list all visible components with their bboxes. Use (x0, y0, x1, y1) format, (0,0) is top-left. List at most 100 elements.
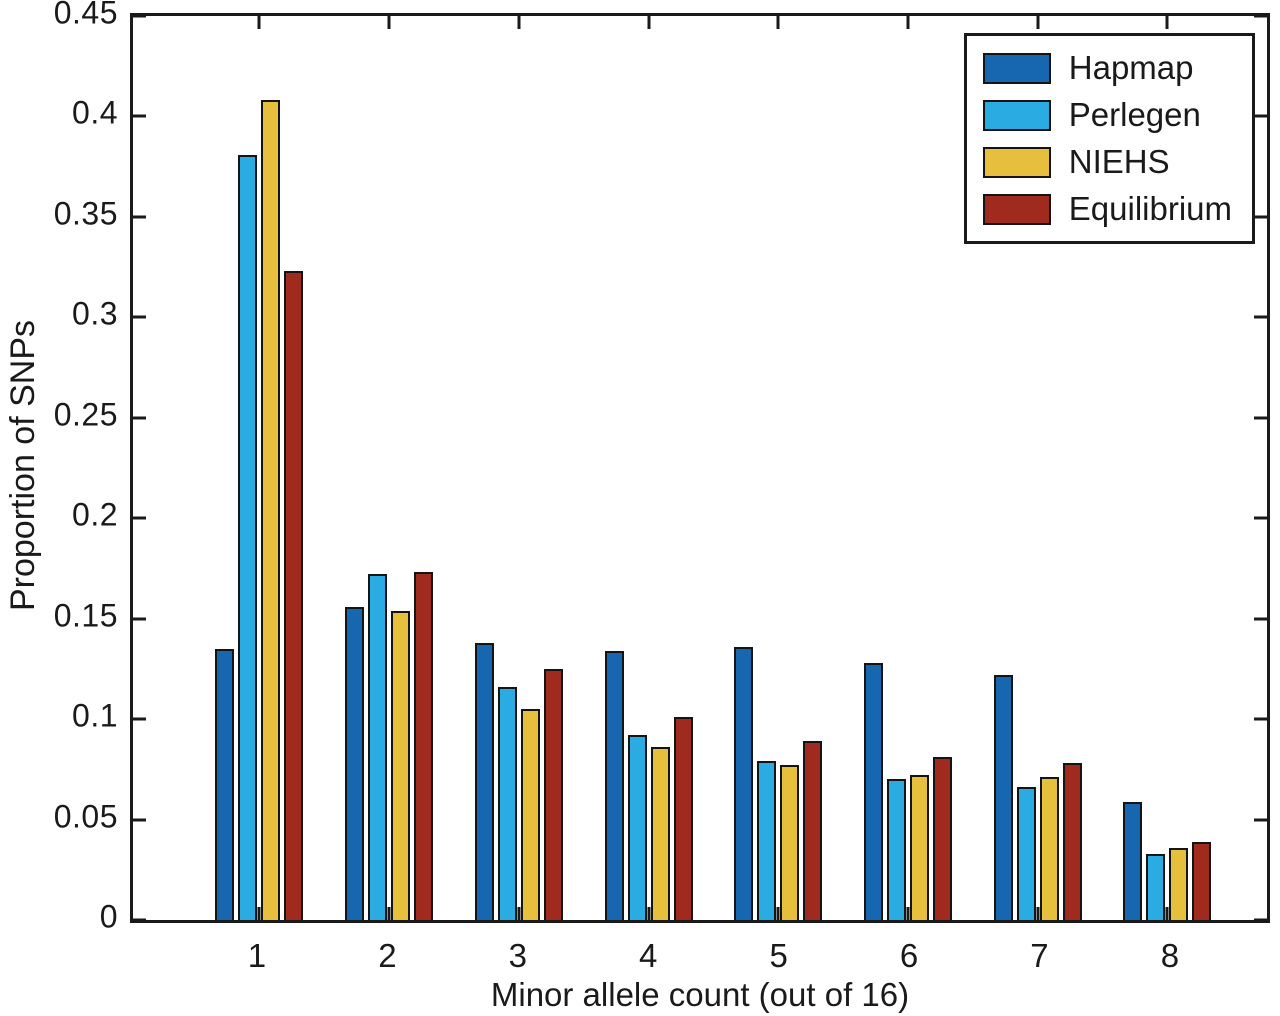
bar-perlegen-count-7 (1016, 787, 1036, 920)
bar-hapmap-count-7 (993, 674, 1013, 920)
bar-perlegen-count-3 (497, 686, 517, 920)
legend-row-hapmap: Hapmap (982, 49, 1232, 87)
x-tick-mark (647, 16, 651, 29)
bar-group-count-3 (474, 16, 563, 920)
bar-niehs-count-6 (909, 775, 929, 920)
x-axis-title: Minor allele count (out of 16) (490, 976, 910, 1013)
y-tick-label: 0.4 (72, 94, 118, 131)
x-tick-label: 6 (899, 937, 919, 974)
bar-niehs-count-7 (1039, 777, 1059, 920)
bar-equilibrium-count-1 (284, 271, 304, 920)
y-tick-mark (133, 617, 146, 621)
bar-equilibrium-count-5 (803, 741, 823, 920)
y-tick-label: 0.1 (72, 697, 118, 734)
legend-row-perlegen: Perlegen (982, 96, 1232, 134)
bar-perlegen-count-8 (1146, 853, 1166, 920)
bar-niehs-count-2 (391, 610, 411, 920)
bar-equilibrium-count-8 (1192, 841, 1212, 920)
x-tick-label: 4 (639, 937, 658, 974)
bar-group-count-2 (345, 16, 434, 920)
y-tick-mark (1254, 416, 1267, 420)
x-tick-mark (257, 16, 261, 29)
x-tick-label: 1 (247, 937, 267, 974)
y-tick-mark (1254, 114, 1267, 118)
legend-swatch-niehs (982, 146, 1051, 178)
y-tick-mark (133, 918, 146, 922)
y-tick-mark (1254, 918, 1267, 922)
y-tick-mark (133, 215, 146, 219)
bar-hapmap-count-1 (215, 648, 235, 920)
y-tick-label: 0.45 (53, 0, 118, 31)
x-tick-mark (776, 16, 780, 29)
x-axis-tick-labels: 1 2 3 4 5 6 7 8 (130, 923, 1270, 978)
y-tick-mark (1254, 818, 1267, 822)
x-tick-mark (517, 16, 521, 29)
x-tick-label: 8 (1160, 937, 1180, 974)
legend-label-niehs: NIEHS (1068, 143, 1170, 180)
y-tick-label: 0.25 (53, 396, 118, 433)
bar-group-count-5 (734, 16, 823, 920)
legend-swatch-perlegen (982, 99, 1051, 131)
bar-hapmap-count-6 (863, 662, 883, 920)
bar-group-count-6 (863, 16, 952, 920)
bar-equilibrium-count-6 (932, 757, 952, 920)
x-tick-label: 5 (769, 937, 788, 974)
y-tick-mark (133, 416, 146, 420)
bar-equilibrium-count-2 (414, 572, 434, 920)
bar-hapmap-count-4 (604, 650, 624, 920)
bar-niehs-count-4 (650, 747, 670, 920)
y-tick-label: 0 (99, 898, 118, 935)
y-tick-mark (1254, 617, 1267, 621)
legend: Hapmap Perlegen NIEHS Equilibrium (963, 33, 1255, 244)
bar-niehs-count-8 (1169, 847, 1189, 920)
bar-equilibrium-count-4 (673, 717, 693, 920)
y-tick-mark (1254, 516, 1267, 520)
y-axis-tick-labels: 0 0.05 0.1 0.15 0.2 0.25 0.3 0.35 0.4 0.45 (0, 0, 118, 935)
bar-perlegen-count-6 (886, 779, 906, 920)
legend-label-equilibrium: Equilibrium (1068, 190, 1232, 227)
x-tick-label: 7 (1030, 937, 1049, 974)
y-tick-mark (1254, 717, 1267, 721)
legend-label-hapmap: Hapmap (1068, 49, 1194, 86)
bar-hapmap-count-3 (474, 642, 494, 920)
bar-group-count-7 (993, 16, 1082, 920)
x-tick-mark (776, 907, 780, 920)
x-tick-mark (906, 16, 910, 29)
x-tick-mark (647, 907, 651, 920)
x-tick-mark (517, 907, 521, 920)
y-tick-mark (133, 818, 146, 822)
bar-group-count-8 (1123, 16, 1212, 920)
bar-perlegen-count-1 (238, 154, 258, 920)
y-tick-label: 0.35 (53, 195, 118, 232)
legend-swatch-hapmap (982, 52, 1051, 84)
y-tick-mark (1254, 215, 1267, 219)
x-tick-mark (1036, 907, 1040, 920)
y-tick-label: 0.15 (53, 597, 118, 634)
bar-group-count-4 (604, 16, 693, 920)
bar-hapmap-count-8 (1123, 801, 1143, 920)
bar-perlegen-count-4 (627, 735, 647, 920)
y-tick-mark (1254, 315, 1267, 319)
y-tick-label: 0.2 (72, 496, 118, 533)
y-tick-mark (133, 14, 146, 18)
x-tick-mark (1165, 907, 1169, 920)
y-tick-mark (133, 516, 146, 520)
y-tick-label: 0.3 (72, 295, 118, 332)
x-tick-mark (1165, 16, 1169, 29)
bar-equilibrium-count-3 (543, 668, 563, 920)
y-tick-label: 0.05 (53, 798, 118, 835)
bar-hapmap-count-2 (345, 606, 365, 920)
x-tick-mark (387, 907, 391, 920)
y-tick-mark (133, 315, 146, 319)
bar-niehs-count-5 (780, 765, 800, 920)
bar-perlegen-count-5 (757, 761, 777, 920)
x-tick-mark (1036, 16, 1040, 29)
y-tick-mark (1254, 14, 1267, 18)
y-tick-mark (133, 717, 146, 721)
x-tick-mark (906, 907, 910, 920)
x-tick-mark (257, 907, 261, 920)
x-tick-label: 3 (508, 937, 527, 974)
x-tick-mark (387, 16, 391, 29)
bar-group-count-1 (215, 16, 304, 920)
